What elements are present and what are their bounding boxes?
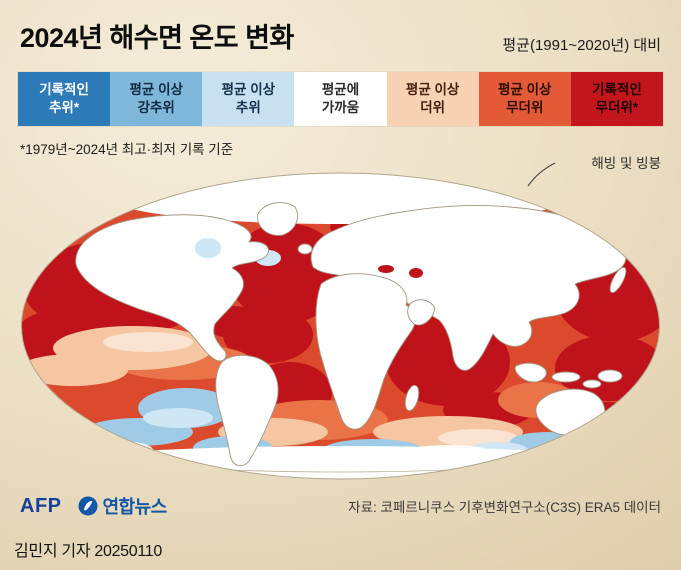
legend-label: 추위	[235, 100, 261, 115]
british-isles	[297, 243, 313, 255]
page-title: 2024년 해수면 온도 변화	[20, 23, 294, 53]
yonhap-logo: 연합뉴스	[78, 493, 167, 519]
world-map	[18, 170, 663, 482]
legend-label: 평균 이상	[498, 82, 552, 98]
legend-label: 평균 이상	[405, 82, 460, 98]
new-zealand	[634, 426, 646, 446]
yonhap-logo-text: 연합뉴스	[102, 497, 168, 517]
legend-label: 가까움	[321, 100, 360, 115]
legend-item-hot: 평균 이상 무더위	[478, 72, 571, 126]
legend-label: 추위*	[49, 100, 80, 115]
source-credit: 자료: 코페르니쿠스 기후변화연구소(C3S) ERA5 데이터	[348, 500, 661, 515]
legend-label: 기록적인	[592, 82, 642, 98]
map-outline	[21, 172, 660, 480]
inland-seas	[378, 265, 423, 278]
sea-surface-temperature-map	[21, 172, 660, 480]
borneo	[582, 379, 602, 389]
legend-label: 평균 이상	[221, 82, 276, 98]
agency-logos: AFP 연합뉴스	[20, 493, 167, 519]
yonhap-logo-icon	[78, 496, 97, 516]
madagascar	[404, 384, 420, 412]
legend-item-cold: 평균 이상 추위	[202, 72, 295, 126]
legend-label: 무더위	[506, 100, 544, 115]
hudson-bay	[195, 238, 221, 258]
legend-item-record-cold: 기록적인 추위*	[18, 72, 111, 126]
arabia	[407, 299, 436, 326]
legend-label: 평균에	[321, 82, 360, 98]
footer: AFP 연합뉴스 자료: 코페르니쿠스 기후변화연구소(C3S) ERA5 데이…	[20, 492, 661, 520]
legend-item-strong-cold: 평균 이상 강추위	[110, 72, 203, 126]
byline: 김민지 기자 20250110	[14, 543, 162, 560]
eurasia	[310, 204, 627, 371]
south-america	[215, 354, 279, 467]
africa	[315, 273, 416, 430]
temperature-legend: 기록적인 추위* 평균 이상 강추위 평균 이상 추위 평균에 가까움 평균 이…	[18, 72, 663, 126]
greenland	[257, 202, 298, 236]
legend-label: 더위	[420, 100, 446, 115]
baseline-note: 평균(1991~2020년) 대비	[502, 37, 661, 54]
legend-item-record-hot: 기록적인 무더위*	[570, 72, 663, 126]
annotation-pointer-line	[527, 162, 556, 187]
legend-item-near-average: 평균에 가까움	[294, 72, 387, 126]
legend-label: 기록적인	[39, 82, 89, 98]
afp-logo: AFP	[20, 494, 62, 517]
legend-label: 평균 이상	[129, 82, 183, 98]
sumatra-java	[551, 371, 581, 383]
north-america	[75, 214, 269, 362]
japan	[609, 266, 627, 294]
sea-ice-annotation: 해빙 및 빙붕	[591, 156, 661, 171]
legend-label: 무더위*	[595, 100, 639, 115]
legend-label: 강추위	[137, 100, 175, 115]
legend-item-warm: 평균 이상 더위	[386, 72, 479, 126]
legend-footnote: *1979년~2024년 최고·최저 기록 기준	[20, 142, 234, 157]
new-guinea	[597, 369, 623, 383]
southeast-asia	[514, 362, 547, 383]
continents	[75, 202, 646, 467]
